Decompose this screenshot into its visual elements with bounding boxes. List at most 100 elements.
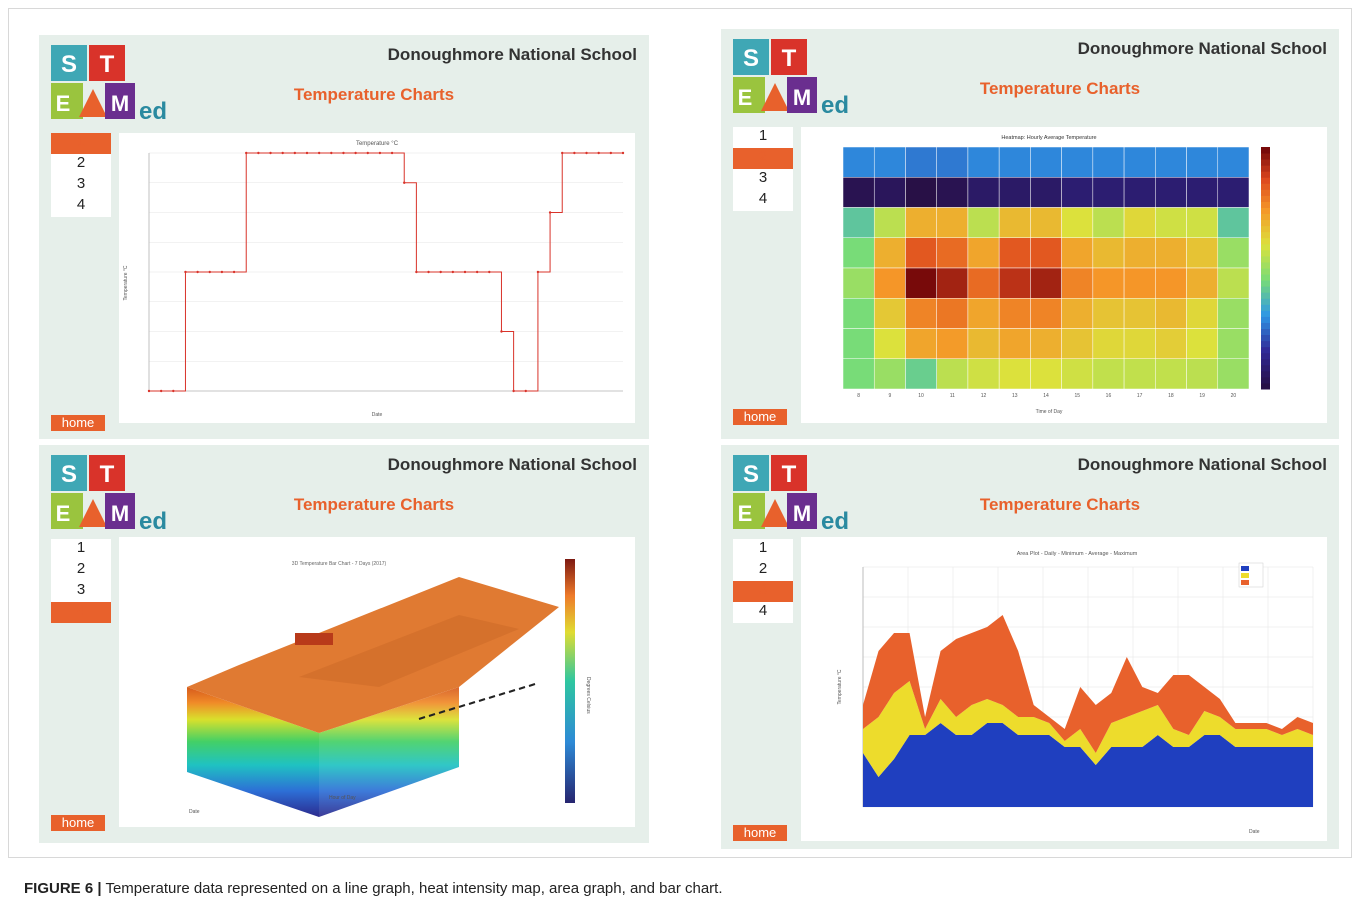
school-name: Donoughmore National School bbox=[387, 45, 637, 64]
line-point bbox=[354, 151, 357, 155]
colorbar-segment bbox=[1261, 231, 1270, 239]
heatmap-cell bbox=[1030, 146, 1062, 178]
heatmap-cell bbox=[1123, 267, 1156, 299]
line-point bbox=[184, 270, 187, 274]
home-button[interactable]: home bbox=[733, 825, 787, 841]
heatmap-cell bbox=[1061, 328, 1094, 359]
heatmap-cell bbox=[1217, 146, 1250, 178]
heatmap-cell bbox=[1030, 328, 1062, 359]
nav-item-1[interactable]: 1 bbox=[76, 539, 86, 556]
page-title: Temperature Charts bbox=[979, 79, 1141, 98]
heatmap-cell bbox=[936, 237, 969, 269]
home-button[interactable]: home bbox=[733, 409, 787, 425]
x-tick-label: 19 bbox=[1199, 393, 1205, 399]
nav-item-1[interactable]: 1 bbox=[758, 127, 768, 144]
nav-item-4[interactable]: 4 bbox=[76, 196, 86, 213]
colorbar-segment bbox=[1261, 274, 1270, 281]
heatmap-cell bbox=[842, 146, 875, 178]
x-axis-label: Time of Day bbox=[1036, 409, 1063, 415]
legend-swatch bbox=[1241, 566, 1249, 571]
svg-text:T: T bbox=[100, 461, 115, 488]
heatmap-cell bbox=[1123, 207, 1156, 238]
colorbar-segment bbox=[1261, 370, 1270, 378]
colorbar-segment bbox=[1261, 153, 1270, 160]
heatmap-cell bbox=[967, 298, 1000, 329]
colorbar-segment bbox=[1261, 352, 1270, 360]
x-tick-label: 13 bbox=[1012, 393, 1018, 399]
nav-item-3[interactable]: 3 bbox=[76, 175, 86, 192]
heatmap-cell bbox=[1155, 358, 1187, 390]
nav-item-4[interactable]: 4 bbox=[758, 602, 768, 619]
bar-peak bbox=[295, 633, 333, 645]
chart-title: 3D Temperature Bar Chart - 7 Days (2017) bbox=[292, 561, 387, 567]
heatmap-cell bbox=[1092, 177, 1125, 208]
x-tick-label: 18 bbox=[1168, 393, 1174, 399]
nav-item-2[interactable]: 2 bbox=[76, 154, 86, 171]
heatmap-cell bbox=[873, 267, 906, 299]
x-tick-label: 16 bbox=[1106, 393, 1112, 399]
line-point bbox=[378, 151, 382, 155]
nav-item-2[interactable]: 2 bbox=[733, 148, 793, 169]
home-button[interactable]: home bbox=[51, 415, 105, 431]
colorbar-segment bbox=[1261, 298, 1270, 305]
colorbar-label: Degrees Celsius bbox=[585, 677, 591, 714]
heatmap-cell bbox=[1030, 207, 1062, 238]
colorbar-segment bbox=[1261, 340, 1270, 348]
line-point bbox=[159, 389, 163, 393]
nav-item-2[interactable]: 2 bbox=[758, 560, 768, 577]
heatmap-cell bbox=[905, 358, 937, 390]
svg-text:T: T bbox=[100, 51, 115, 78]
heatmap-cell bbox=[873, 237, 906, 269]
home-button[interactable]: home bbox=[51, 815, 105, 831]
colorbar-segment bbox=[1261, 255, 1270, 263]
nav-item-4[interactable]: 4 bbox=[51, 602, 111, 623]
x-axis-label: Date bbox=[1249, 829, 1260, 835]
colorbar-segment bbox=[1261, 268, 1270, 275]
colorbar-segment bbox=[1261, 334, 1270, 342]
heatmap-cell bbox=[936, 358, 969, 390]
line-point bbox=[561, 151, 564, 155]
heatmap-cell bbox=[842, 328, 875, 359]
line-point bbox=[305, 151, 309, 155]
nav-item-1[interactable]: 1 bbox=[758, 539, 768, 556]
steam-ed-logo: S T E M ed bbox=[733, 455, 849, 535]
x-tick-label: 8 bbox=[857, 393, 860, 399]
legend-swatch bbox=[1241, 573, 1249, 578]
bar-block-front bbox=[319, 687, 459, 817]
colorbar-segment bbox=[1261, 219, 1270, 227]
heatmap-cell bbox=[998, 328, 1031, 359]
line-point bbox=[427, 270, 430, 274]
nav-item-3[interactable]: 3 bbox=[76, 581, 86, 598]
heatmap-cell bbox=[1155, 328, 1187, 359]
heatmap-cell bbox=[905, 177, 937, 208]
nav-item-3[interactable]: 3 bbox=[758, 169, 768, 186]
nav-item-2[interactable]: 2 bbox=[76, 560, 86, 577]
heatmap-cell bbox=[1030, 298, 1062, 329]
heatmap-cell bbox=[1092, 267, 1125, 299]
bar-ticks bbox=[418, 683, 536, 720]
heatmap-cell bbox=[936, 298, 969, 329]
heatmap-cell bbox=[1030, 237, 1062, 269]
svg-text:E: E bbox=[738, 85, 753, 110]
colorbar-segment bbox=[1261, 159, 1270, 166]
line-point bbox=[172, 389, 175, 393]
heatmap-cell bbox=[1155, 177, 1187, 208]
heatmap-cell bbox=[1217, 237, 1250, 269]
heatmap-cell bbox=[1186, 146, 1219, 178]
colorbar-segment bbox=[1261, 183, 1270, 190]
heatmap-cell bbox=[936, 328, 969, 359]
heatmap-cell bbox=[1217, 298, 1250, 329]
area-chart: Area Plot - Daily - Minimum - Average - … bbox=[801, 537, 1327, 841]
heatmap-cell bbox=[873, 298, 906, 329]
svg-text:M: M bbox=[793, 501, 811, 526]
heatmap-cell bbox=[1030, 358, 1062, 390]
line-point bbox=[500, 330, 503, 333]
nav-item-1[interactable]: 1 bbox=[51, 133, 111, 154]
panel-heatmap: S T E M ed Donoughmore National School T… bbox=[721, 29, 1339, 439]
heatmap-cell bbox=[1030, 267, 1062, 299]
steam-ed-logo: S T E M ed bbox=[51, 455, 167, 535]
nav-item-3[interactable]: 3 bbox=[733, 581, 793, 602]
line-point bbox=[585, 151, 588, 155]
nav-item-4[interactable]: 4 bbox=[758, 190, 768, 207]
heatmap-cell bbox=[967, 358, 1000, 390]
